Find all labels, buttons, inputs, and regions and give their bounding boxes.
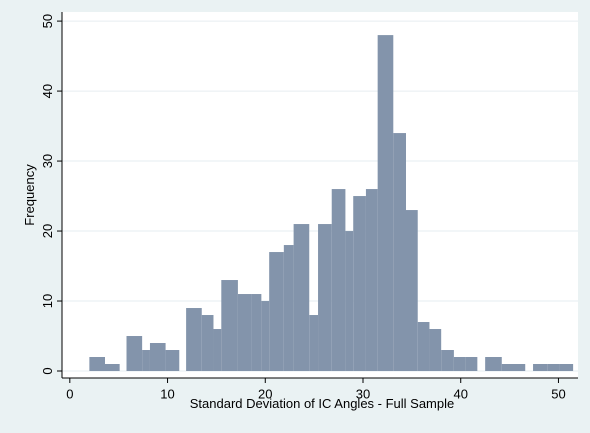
y-tick-label: 0: [40, 367, 55, 374]
bar: [142, 350, 150, 372]
bar: [105, 364, 120, 372]
bar: [237, 294, 252, 372]
bar: [309, 315, 319, 372]
bar: [353, 196, 366, 372]
bar: [533, 364, 548, 372]
y-tick-label: 20: [40, 224, 55, 238]
bar: [417, 322, 430, 372]
bar: [513, 364, 526, 372]
bar: [269, 252, 284, 372]
x-tick-label: 30: [356, 386, 370, 401]
y-tick-label: 30: [40, 154, 55, 168]
y-tick-label: 10: [40, 294, 55, 308]
bar: [201, 315, 214, 372]
y-tick-label: 40: [40, 84, 55, 98]
bar: [453, 357, 466, 372]
bar: [149, 343, 166, 372]
bar: [331, 189, 346, 372]
bar: [126, 336, 143, 372]
bar: [429, 329, 442, 372]
bar: [465, 357, 478, 372]
bar: [345, 231, 354, 372]
bar: [283, 245, 294, 372]
y-tick-label: 50: [40, 14, 55, 28]
bar: [186, 308, 202, 372]
bar: [377, 35, 394, 372]
bar: [441, 350, 454, 372]
bar: [165, 350, 180, 372]
x-tick-label: 10: [160, 386, 174, 401]
bar: [221, 280, 238, 372]
bar: [365, 189, 378, 372]
bar: [485, 357, 502, 372]
x-tick-label: 20: [258, 386, 272, 401]
bar: [251, 294, 262, 372]
bar: [318, 224, 332, 372]
bar: [547, 364, 560, 372]
bar: [406, 210, 418, 372]
bar: [293, 224, 310, 372]
bar: [393, 133, 406, 372]
y-axis-label: Frequency: [22, 164, 37, 226]
bar: [261, 301, 270, 372]
x-tick-label: 0: [66, 386, 73, 401]
bar: [501, 364, 514, 372]
bar: [89, 357, 105, 372]
x-tick-label: 50: [551, 386, 565, 401]
x-tick-label: 40: [453, 386, 467, 401]
x-axis-label: Standard Deviation of IC Angles - Full S…: [190, 396, 454, 411]
bar: [213, 329, 222, 372]
bar: [559, 364, 574, 372]
